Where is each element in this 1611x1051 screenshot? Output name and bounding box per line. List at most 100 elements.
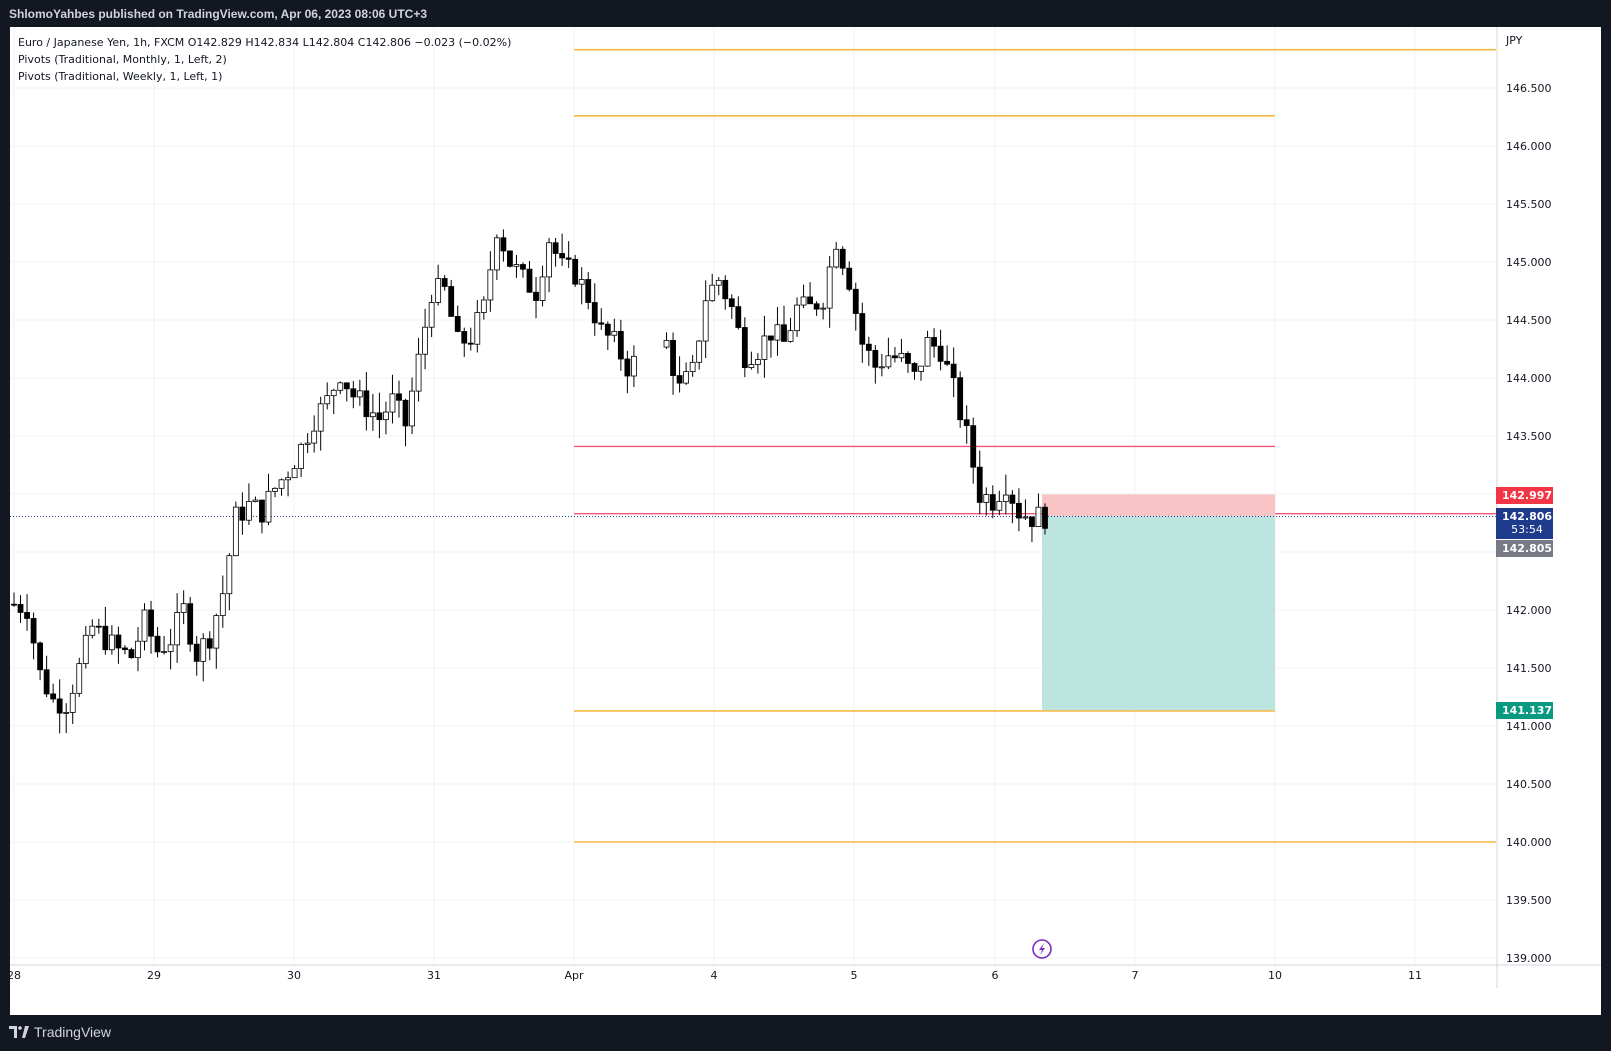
candle-up[interactable] [578, 279, 585, 285]
chart-area[interactable] [10, 27, 1601, 1015]
candle-down[interactable] [259, 499, 265, 523]
stop-price-badge[interactable] [1496, 487, 1553, 504]
candle-down[interactable] [115, 634, 122, 649]
candle-down[interactable] [722, 279, 729, 300]
candle-down[interactable] [865, 343, 872, 351]
candle-down[interactable] [43, 669, 50, 695]
candle-down[interactable] [500, 237, 507, 252]
candle-up[interactable] [631, 355, 637, 377]
candle-up[interactable] [702, 300, 709, 342]
candle-up[interactable] [833, 248, 840, 268]
candle-down[interactable] [944, 360, 951, 365]
candle-down[interactable] [37, 642, 44, 671]
candle-down[interactable] [591, 302, 598, 324]
candle-up[interactable] [278, 479, 285, 489]
candle-up[interactable] [480, 299, 487, 313]
candle-up[interactable] [246, 501, 252, 521]
candle-up[interactable] [415, 353, 422, 392]
candle-up[interactable] [878, 366, 885, 369]
candle-down[interactable] [872, 350, 879, 368]
position-target-zone[interactable] [1042, 516, 1275, 711]
candle-up[interactable] [493, 237, 500, 271]
candle-up[interactable] [794, 304, 800, 332]
candle-up[interactable] [748, 364, 755, 368]
candle-up[interactable] [709, 284, 716, 302]
candle-up[interactable] [983, 494, 990, 503]
candle-up[interactable] [304, 442, 311, 445]
candle-up[interactable] [996, 501, 1003, 511]
candle-up[interactable] [330, 389, 337, 397]
candle-up[interactable] [180, 603, 187, 613]
candle-down[interactable] [520, 264, 526, 270]
candle-down[interactable] [396, 393, 402, 401]
candle-down[interactable] [50, 693, 57, 700]
candle-down[interactable] [363, 390, 370, 418]
candle-up[interactable] [69, 692, 76, 713]
candle-down[interactable] [148, 609, 154, 637]
candle-up[interactable] [428, 302, 435, 328]
target-price-badge[interactable] [1496, 702, 1553, 719]
candle-down[interactable] [937, 345, 944, 362]
candle-up[interactable] [82, 634, 89, 665]
candle-up[interactable] [611, 331, 618, 336]
candle-down[interactable] [193, 643, 200, 662]
candle-down[interactable] [1029, 516, 1035, 527]
candle-up[interactable] [291, 468, 298, 479]
candle-down[interactable] [507, 250, 513, 267]
candle-up[interactable] [1035, 506, 1042, 527]
candle-down[interactable] [598, 322, 605, 325]
candle-up[interactable] [383, 411, 389, 421]
candle-down[interactable] [552, 242, 559, 254]
candle-up[interactable] [63, 712, 70, 714]
candle-down[interactable] [604, 323, 611, 336]
candle-down[interactable] [892, 355, 898, 359]
candle-up[interactable] [689, 361, 696, 373]
candle-up[interactable] [663, 339, 670, 348]
candle-down[interactable] [572, 258, 579, 285]
candle-up[interactable] [89, 625, 96, 636]
candle-down[interactable] [11, 603, 17, 606]
candle-down[interactable] [911, 363, 918, 372]
candle-up[interactable] [272, 487, 278, 492]
candle-up[interactable] [285, 477, 291, 481]
candle-down[interactable] [402, 399, 409, 427]
candle-down[interactable] [1009, 494, 1016, 504]
candle-up[interactable] [232, 506, 239, 557]
candle-up[interactable] [683, 371, 690, 384]
candle-up[interactable] [141, 609, 148, 642]
candle-down[interactable] [1042, 506, 1048, 529]
candle-up[interactable] [317, 403, 324, 432]
candle-down[interactable] [585, 279, 592, 303]
candle-down[interactable] [852, 288, 859, 314]
candle-down[interactable] [813, 303, 820, 310]
candle-down[interactable] [735, 306, 742, 328]
bid-price-badge[interactable] [1496, 540, 1553, 557]
candle-up[interactable] [546, 242, 552, 278]
candle-down[interactable] [970, 425, 977, 468]
candle-up[interactable] [474, 312, 481, 345]
current-price-badge[interactable] [1496, 508, 1553, 539]
candle-up[interactable] [754, 359, 761, 365]
candle-up[interactable] [898, 353, 905, 359]
candle-down[interactable] [102, 625, 109, 651]
candle-up[interactable] [1002, 494, 1009, 502]
candle-up[interactable] [265, 490, 272, 523]
candle-down[interactable] [350, 388, 357, 398]
candle-down[interactable] [128, 649, 135, 659]
candle-up[interactable] [174, 612, 181, 646]
position-stop-zone[interactable] [1042, 494, 1275, 517]
candle-up[interactable] [409, 390, 415, 427]
candle-down[interactable] [343, 382, 350, 390]
candle-down[interactable] [154, 635, 161, 653]
candle-up[interactable] [761, 335, 768, 360]
candle-up[interactable] [435, 278, 442, 303]
legend-pivot-monthly[interactable]: Pivots (Traditional, Monthly, 1, Left, 2… [18, 53, 227, 66]
candle-down[interactable] [239, 506, 246, 521]
candle-down[interactable] [441, 278, 448, 287]
candle-down[interactable] [905, 353, 911, 364]
candle-down[interactable] [95, 625, 102, 628]
candle-up[interactable] [108, 634, 115, 651]
candle-up[interactable] [1022, 516, 1029, 519]
candle-down[interactable] [846, 267, 853, 290]
